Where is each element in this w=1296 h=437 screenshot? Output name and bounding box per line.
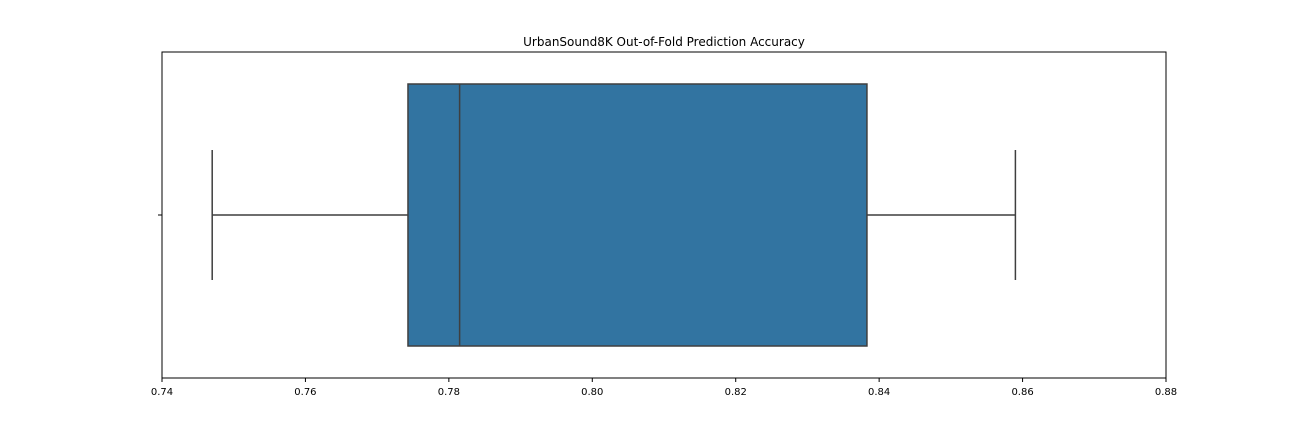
chart-title: UrbanSound8K Out-of-Fold Prediction Accu… (523, 35, 805, 49)
x-tick-label: 0.88 (1155, 387, 1177, 398)
box-iqr (407, 83, 868, 347)
x-tick-label: 0.78 (438, 387, 460, 398)
x-axis: 0.74 0.76 0.78 0.80 0.82 0.84 0.86 0.88 (151, 378, 1177, 398)
plot-frame (161, 51, 1167, 379)
x-tick-label: 0.76 (294, 387, 316, 398)
x-tick-label: 0.74 (151, 387, 173, 398)
plot-area (158, 83, 1017, 347)
x-tick-label: 0.84 (868, 387, 890, 398)
x-tick-label: 0.86 (1011, 387, 1033, 398)
x-tick-label: 0.82 (725, 387, 747, 398)
x-tick-label: 0.80 (581, 387, 603, 398)
